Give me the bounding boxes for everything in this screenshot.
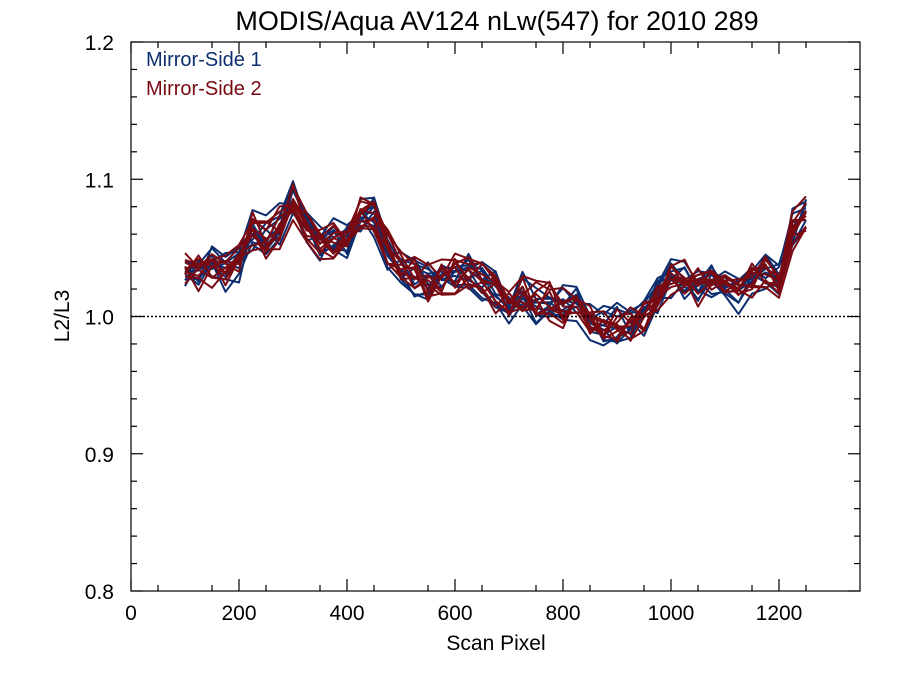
x-tick-label: 1200	[756, 602, 803, 625]
tick-labels: 0 200 400 600 800 1000 1200 0.8 0.9 1.0 1.1 1.2	[85, 32, 803, 625]
series-line-mirror-side-2	[184, 219, 807, 341]
x-tick-label: 0	[125, 602, 137, 625]
y-tick-label: 0.9	[85, 444, 114, 467]
series-line-mirror-side-2	[184, 200, 807, 328]
x-axis-label: Scan Pixel	[446, 632, 545, 655]
legend-item-mirror-side-1: Mirror-Side 1	[146, 49, 262, 71]
x-tick-label: 200	[221, 602, 256, 625]
y-tick-label: 1.2	[85, 32, 114, 55]
legend-item-mirror-side-2: Mirror-Side 2	[146, 78, 262, 100]
legend: Mirror-Side 1 Mirror-Side 2	[146, 49, 262, 100]
x-tick-label: 800	[545, 602, 580, 625]
chart-title: MODIS/Aqua AV124 nLw(547) for 2010 289	[235, 6, 758, 36]
x-tick-label: 600	[437, 602, 472, 625]
x-tick-label: 1000	[648, 602, 695, 625]
axis-ticks	[130, 41, 860, 592]
series-line-mirror-side-1	[184, 196, 807, 318]
series-line-mirror-side-2	[184, 182, 807, 332]
y-tick-label: 1.0	[85, 307, 114, 330]
y-axis-label: L2/L3	[51, 290, 74, 343]
x-tick-label: 400	[329, 602, 364, 625]
series-line-mirror-side-2	[184, 208, 807, 342]
y-tick-label: 1.1	[85, 169, 114, 192]
series-lines	[184, 180, 807, 347]
y-tick-label: 0.8	[85, 581, 114, 604]
